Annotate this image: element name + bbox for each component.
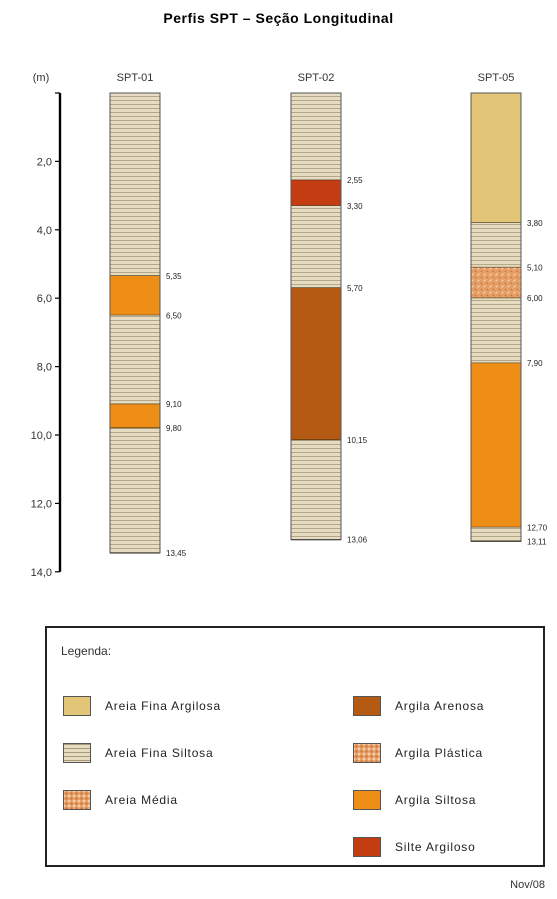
legend-swatch: [353, 837, 381, 857]
legend-swatch: [353, 743, 381, 763]
date-label: Nov/08: [510, 879, 545, 891]
axis-tick-label: 8,0: [37, 362, 52, 374]
legend-label: Argila Arenosa: [395, 699, 485, 713]
legend-label: Argila Siltosa: [395, 793, 477, 807]
layer-areia-fina-siltosa: [291, 205, 341, 288]
legend-swatch: [63, 696, 91, 716]
legend-item-areia-media: Areia Média: [63, 790, 178, 810]
legend-label: Areia Média: [105, 793, 178, 807]
layer-areia-fina-siltosa: [291, 440, 341, 540]
depth-label: 9,80: [166, 424, 182, 433]
profile-outline: [109, 92, 161, 554]
depth-axis: (m) 2,0 4,0 6,0 8,0 10,0 12,0 14,0: [31, 72, 62, 579]
legend-box: Legenda: Areia Fina Argilosa Areia Fina S…: [45, 626, 545, 867]
legend-label: Argila Plástica: [395, 746, 484, 760]
axis-tick-label: 6,0: [37, 293, 52, 305]
layer-areia-fina-siltosa: [291, 93, 341, 181]
profile-spt-05: SPT-05 3,80 5,10 6,00 7,90 12,70 13,11: [470, 72, 548, 546]
spt-profiles-diagram: (m) 2,0 4,0 6,0 8,0 10,0 12,0 14,0 SPT-01 5,35 6,…: [31, 72, 548, 579]
legend-item-argila-siltosa: Argila Siltosa: [353, 790, 476, 810]
layer-argila-siltosa: [471, 363, 521, 528]
layer-argila-siltosa: [110, 275, 160, 316]
legend-item-argila-arenosa: Argila Arenosa: [353, 696, 484, 716]
depth-label: 6,50: [166, 311, 182, 320]
legend-swatch: [63, 790, 91, 810]
diagram-title: Perfis SPT – Seção Longitudinal: [163, 10, 394, 26]
legend-title: Legenda:: [61, 644, 112, 658]
layer-areia-fina-siltosa: [471, 298, 521, 364]
layer-areia-fina-siltosa: [110, 93, 160, 276]
profile-name: SPT-01: [117, 72, 154, 84]
legend-item-areia-fina-siltosa: Areia Fina Siltosa: [63, 743, 213, 763]
legend-label: Silte Argiloso: [395, 840, 476, 854]
depth-label: 5,70: [347, 284, 363, 293]
legend-swatch: [353, 696, 381, 716]
depth-label: 7,90: [527, 359, 543, 368]
depth-label: 9,10: [166, 400, 182, 409]
depth-label: 13,45: [166, 549, 187, 558]
layer-areia-fina-argilosa: [471, 93, 521, 223]
profile-spt-01: SPT-01 5,35 6,50 9,10 9,80 13,45: [109, 72, 187, 558]
profiles-group: SPT-01 5,35 6,50 9,10 9,80 13,45 SPT-02 2,55 3,3…: [109, 72, 548, 558]
layer-silte-argiloso: [291, 180, 341, 206]
depth-label: 6,00: [527, 294, 543, 303]
layer-argila-plastica: [471, 267, 521, 299]
legend-item-silte-argiloso: Silte Argiloso: [353, 837, 476, 857]
depth-label: 5,35: [166, 272, 182, 281]
depth-label: 3,30: [347, 202, 363, 211]
legend-label: Areia Fina Siltosa: [105, 746, 214, 760]
depth-label: 13,06: [347, 536, 368, 545]
depth-label: 13,11: [527, 537, 547, 546]
layer-areia-fina-siltosa: [471, 527, 521, 542]
profile-outline: [470, 92, 522, 542]
profile-name: SPT-05: [478, 72, 515, 84]
layer-argila-arenosa: [291, 287, 341, 441]
layer-areia-fina-siltosa: [110, 315, 160, 405]
legend-item-areia-fina-argilosa: Areia Fina Argilosa: [63, 696, 221, 716]
axis-tick-label: 10,0: [31, 430, 52, 442]
layer-argila-siltosa: [110, 404, 160, 429]
axis-unit-label: (m): [33, 72, 50, 84]
legend-swatch: [353, 790, 381, 810]
axis-tick-label: 2,0: [37, 156, 52, 168]
legend-swatch: [63, 743, 91, 763]
axis-tick-label: 12,0: [31, 498, 52, 510]
profile-outline: [290, 92, 342, 541]
profile-name: SPT-02: [298, 72, 335, 84]
axis-tick-label: 4,0: [37, 225, 52, 237]
legend-label: Areia Fina Argilosa: [105, 699, 221, 713]
depth-label: 3,80: [527, 219, 543, 228]
profile-spt-02: SPT-02 2,55 3,30 5,70 10,15 13,06: [290, 72, 368, 545]
layer-areia-fina-siltosa: [471, 222, 521, 268]
depth-label: 2,55: [347, 176, 363, 185]
axis-tick-label: 14,0: [31, 567, 52, 579]
depth-label: 10,15: [347, 436, 368, 445]
depth-label: 5,10: [527, 263, 543, 272]
legend-item-argila-plastica: Argila Plástica: [353, 743, 483, 763]
layer-areia-fina-siltosa: [110, 428, 160, 553]
depth-label: 12,70: [527, 523, 548, 532]
